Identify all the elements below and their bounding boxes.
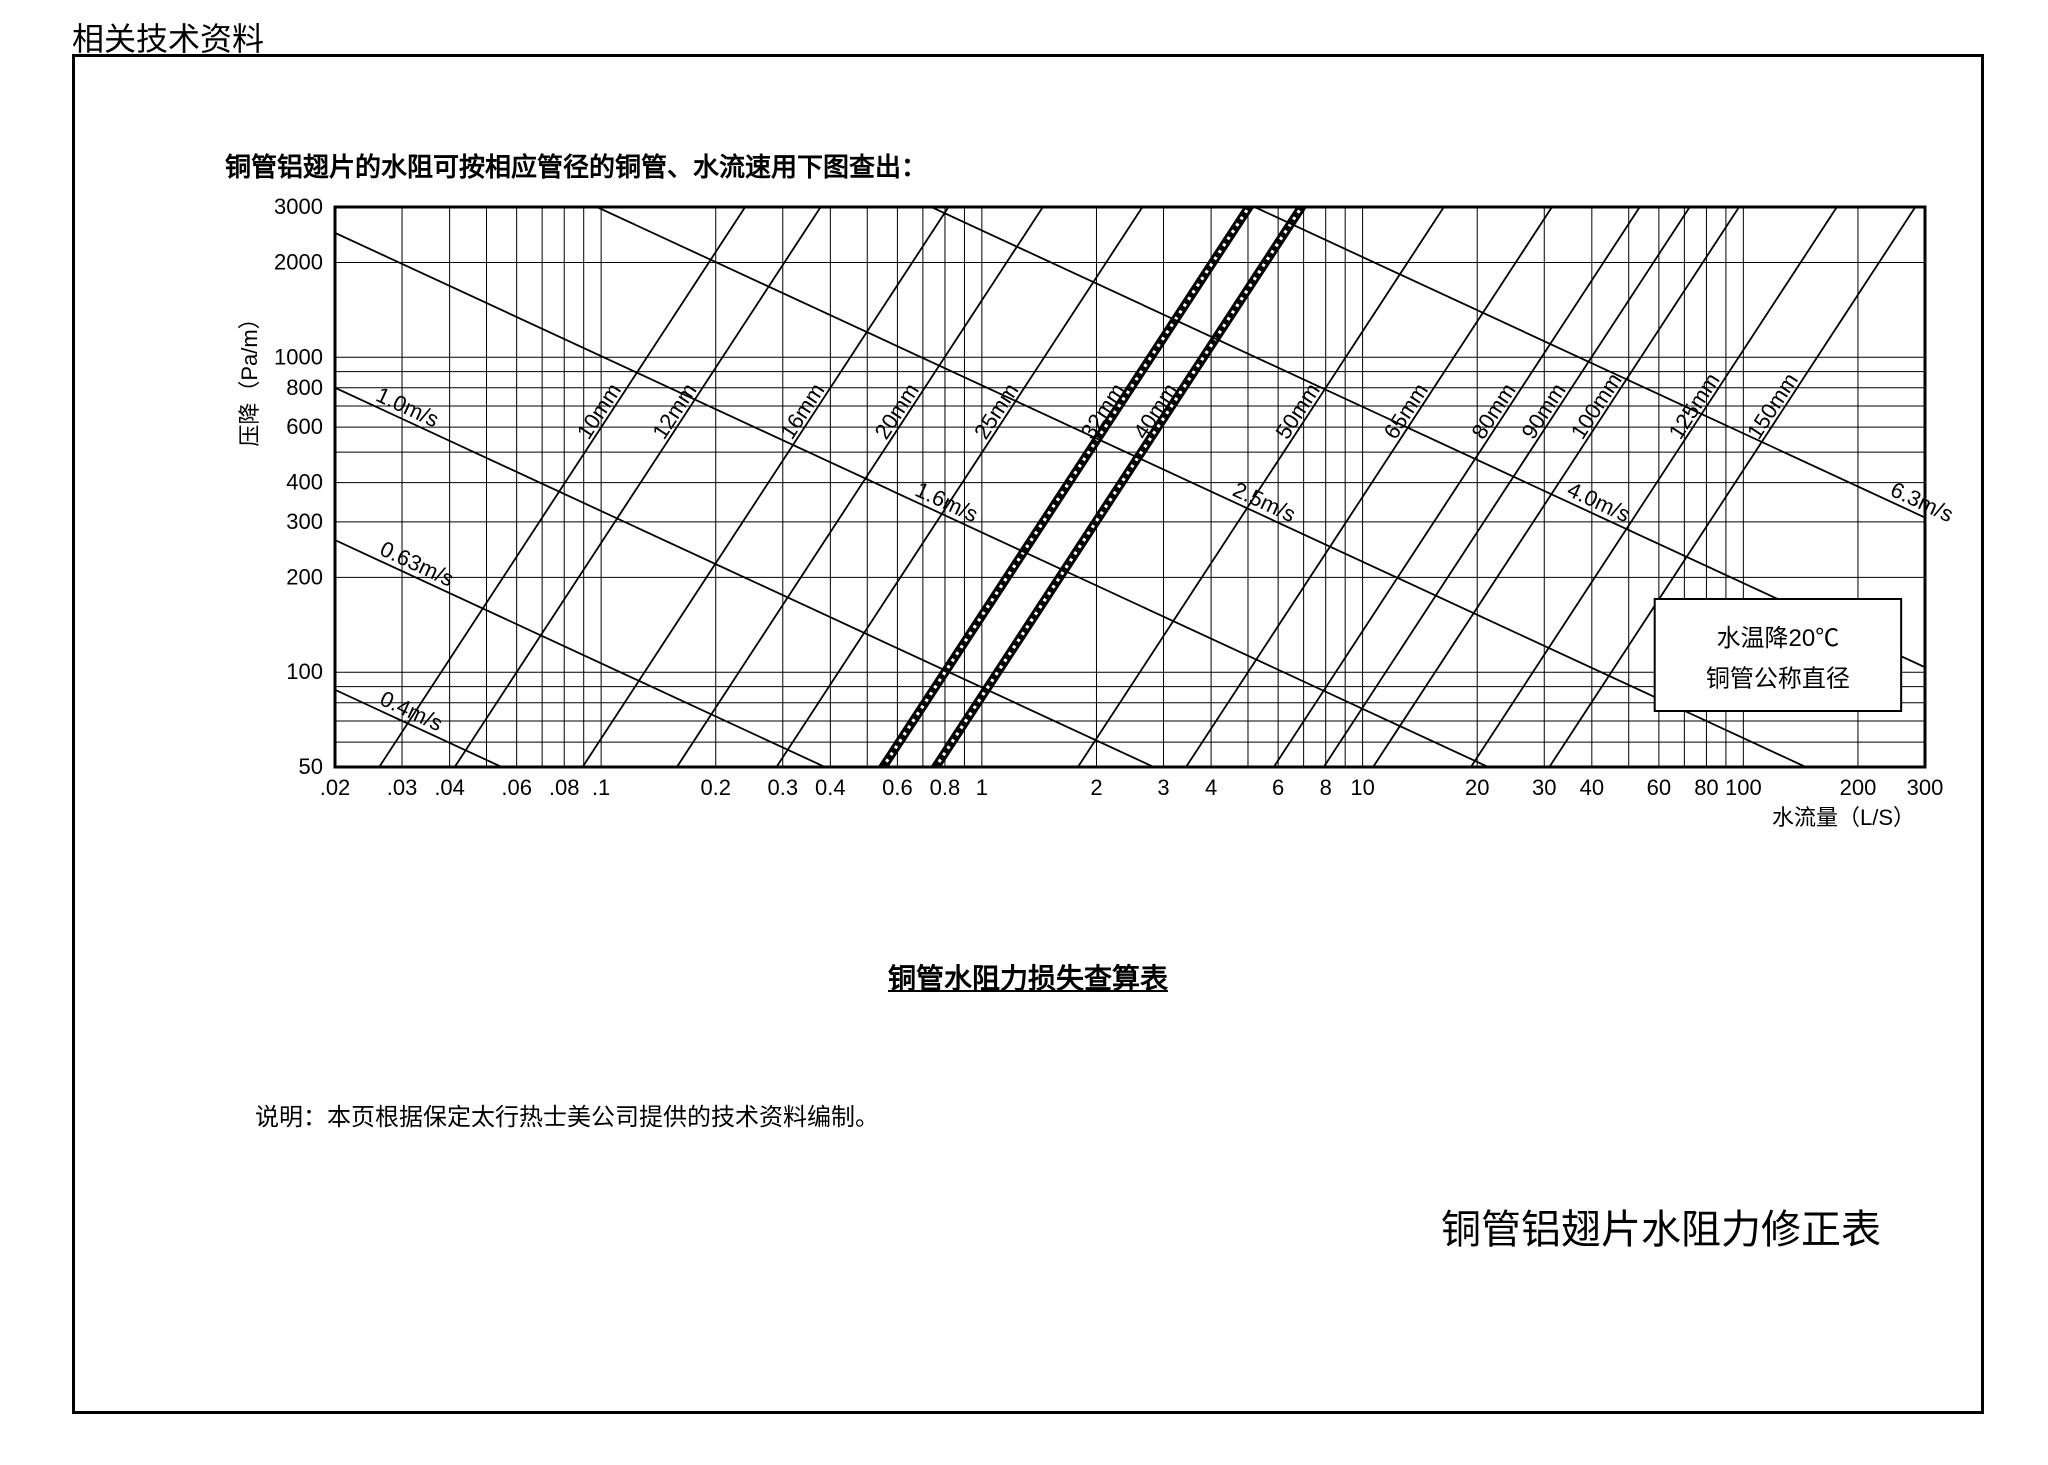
source-note: 说明：本页根据保定太行热士美公司提供的技术资料编制。 bbox=[255, 1097, 879, 1132]
chart-container: .02 .03 .04 .06 .08 .1 0.2 0.3 0.4 0.6 0.8 1 2 3 4 6 8 10… bbox=[215, 187, 1955, 887]
svg-text:0.6: 0.6 bbox=[882, 775, 913, 800]
svg-text:4.0m/s: 4.0m/s bbox=[1564, 477, 1634, 527]
svg-text:1.0m/s: 1.0m/s bbox=[372, 382, 442, 432]
svg-text:300: 300 bbox=[1907, 775, 1944, 800]
svg-text:0.4: 0.4 bbox=[815, 775, 846, 800]
svg-text:水温降20℃: 水温降20℃ bbox=[1717, 625, 1840, 652]
pressure-drop-chart: .02 .03 .04 .06 .08 .1 0.2 0.3 0.4 0.6 0.8 1 2 3 4 6 8 10… bbox=[215, 187, 1955, 887]
svg-text:10: 10 bbox=[1350, 775, 1374, 800]
svg-text:20mm: 20mm bbox=[869, 379, 923, 444]
svg-text:铜管公称直径: 铜管公称直径 bbox=[1706, 665, 1850, 692]
svg-text:1.6m/s: 1.6m/s bbox=[912, 477, 982, 527]
svg-text:600: 600 bbox=[286, 414, 323, 439]
svg-text:2000: 2000 bbox=[274, 249, 323, 274]
svg-text:.08: .08 bbox=[549, 775, 580, 800]
svg-text:0.3: 0.3 bbox=[767, 775, 798, 800]
svg-text:2: 2 bbox=[1090, 775, 1102, 800]
svg-text:25mm: 25mm bbox=[969, 379, 1023, 444]
chart-lead-text: 铜管铝翅片的水阻可按相应管径的铜管、水流速用下图查出： bbox=[225, 147, 927, 184]
svg-text:300: 300 bbox=[286, 509, 323, 534]
svg-text:90mm: 90mm bbox=[1516, 379, 1570, 444]
svg-text:80mm: 80mm bbox=[1466, 379, 1520, 444]
svg-text:1: 1 bbox=[976, 775, 988, 800]
svg-text:12mm: 12mm bbox=[647, 379, 701, 444]
svg-text:3000: 3000 bbox=[274, 194, 323, 219]
svg-text:6: 6 bbox=[1272, 775, 1284, 800]
svg-text:.03: .03 bbox=[387, 775, 418, 800]
svg-text:200: 200 bbox=[286, 564, 323, 589]
svg-text:压降（Pa/m）: 压降（Pa/m） bbox=[237, 307, 262, 446]
outer-frame: 铜管铝翅片的水阻可按相应管径的铜管、水流速用下图查出： .02 .03 .04 .06… bbox=[72, 54, 1984, 1414]
svg-text:.06: .06 bbox=[501, 775, 532, 800]
svg-text:100: 100 bbox=[286, 659, 323, 684]
svg-text:1000: 1000 bbox=[274, 344, 323, 369]
svg-text:400: 400 bbox=[286, 470, 323, 495]
svg-text:60: 60 bbox=[1647, 775, 1671, 800]
svg-text:0.4m/s: 0.4m/s bbox=[376, 686, 446, 736]
svg-text:800: 800 bbox=[286, 375, 323, 400]
chart-caption: 铜管水阻力损失查算表 bbox=[75, 957, 1981, 997]
svg-text:0.8: 0.8 bbox=[930, 775, 961, 800]
svg-text:200: 200 bbox=[1840, 775, 1877, 800]
svg-text:30: 30 bbox=[1532, 775, 1556, 800]
svg-text:.1: .1 bbox=[592, 775, 610, 800]
svg-text:40: 40 bbox=[1580, 775, 1604, 800]
svg-text:80: 80 bbox=[1694, 775, 1718, 800]
svg-text:4: 4 bbox=[1205, 775, 1217, 800]
svg-text:40mm: 40mm bbox=[1128, 379, 1182, 444]
svg-text:8: 8 bbox=[1320, 775, 1332, 800]
svg-text:0.63m/s: 0.63m/s bbox=[376, 536, 458, 592]
page: 相关技术资料 铜管铝翅片的水阻可按相应管径的铜管、水流速用下图查出： .02.0… bbox=[0, 0, 2048, 1465]
footer-title: 铜管铝翅片水阻力修正表 bbox=[1441, 1197, 1881, 1255]
svg-text:0.2: 0.2 bbox=[700, 775, 731, 800]
svg-text:.02: .02 bbox=[320, 775, 351, 800]
svg-text:32mm: 32mm bbox=[1076, 379, 1130, 444]
svg-text:.04: .04 bbox=[434, 775, 465, 800]
svg-text:20: 20 bbox=[1465, 775, 1489, 800]
svg-text:100: 100 bbox=[1725, 775, 1762, 800]
svg-text:10mm: 10mm bbox=[572, 379, 626, 444]
svg-text:50: 50 bbox=[299, 754, 323, 779]
svg-text:水流量（L/S）: 水流量（L/S） bbox=[1772, 805, 1915, 830]
svg-text:65mm: 65mm bbox=[1379, 379, 1433, 444]
svg-text:3: 3 bbox=[1157, 775, 1169, 800]
svg-text:6.3m/s: 6.3m/s bbox=[1887, 477, 1955, 527]
